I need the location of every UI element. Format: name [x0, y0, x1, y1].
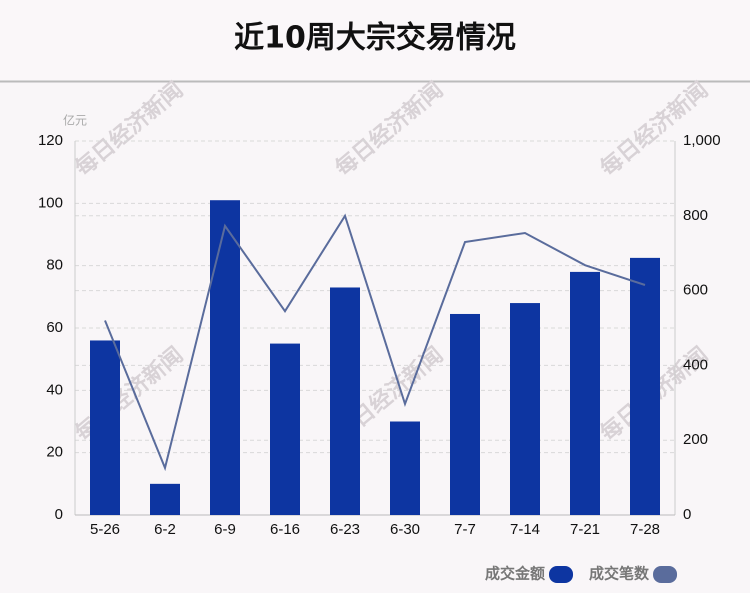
bar — [270, 343, 300, 515]
bar — [570, 271, 600, 515]
x-tick-label: 6-23 — [330, 521, 360, 538]
y2-tick-label: 600 — [683, 282, 708, 299]
y-tick-label: 100 — [38, 194, 63, 211]
bar — [330, 287, 360, 515]
y2-tick-label: 400 — [683, 356, 708, 373]
line — [104, 213, 646, 472]
y2-tick-label: 800 — [683, 207, 708, 224]
y-unit: 亿元 — [63, 113, 87, 128]
legend-label: 成交金额 — [485, 565, 545, 583]
x-tick-label: 7-28 — [630, 521, 660, 538]
chart-title: 近10周大宗交易情况 — [234, 21, 516, 56]
watermark: 每日经济新闻 — [70, 77, 188, 182]
y-tick-label: 40 — [46, 381, 63, 398]
x-tick-label: 6-9 — [214, 521, 236, 538]
x-tick-label: 7-7 — [454, 521, 476, 538]
bar — [90, 340, 120, 515]
x-tick-label: 7-14 — [510, 521, 540, 538]
watermark: 每日经济新闻 — [595, 77, 713, 182]
bar — [390, 421, 420, 515]
x-tick-label: 5-26 — [90, 521, 120, 538]
bar — [450, 313, 480, 515]
bar — [150, 483, 180, 515]
legend-swatch — [549, 566, 574, 583]
x-tick-label: 6-2 — [154, 521, 176, 538]
bar — [510, 303, 540, 515]
y-tick-label: 80 — [46, 257, 63, 274]
y-tick-label: 120 — [38, 132, 63, 149]
y-tick-label: 60 — [46, 319, 63, 336]
header-bg — [0, 0, 750, 81]
y-tick-label: 20 — [46, 444, 63, 461]
bar — [630, 257, 660, 515]
legend-swatch — [653, 566, 678, 583]
x-tick-label: 6-16 — [270, 521, 300, 538]
x-tick-label: 7-21 — [570, 521, 600, 538]
y2-tick-label: 200 — [683, 431, 708, 448]
legend-label: 成交笔数 — [589, 565, 650, 583]
y2-tick-label: 0 — [683, 506, 691, 523]
watermark: 每日经济新闻 — [70, 342, 188, 447]
x-tick-label: 6-30 — [390, 521, 420, 538]
bar — [210, 200, 240, 515]
y-tick-label: 0 — [55, 506, 63, 523]
y2-tick-label: 1,000 — [683, 132, 721, 149]
watermark: 每日经济新闻 — [330, 77, 448, 182]
